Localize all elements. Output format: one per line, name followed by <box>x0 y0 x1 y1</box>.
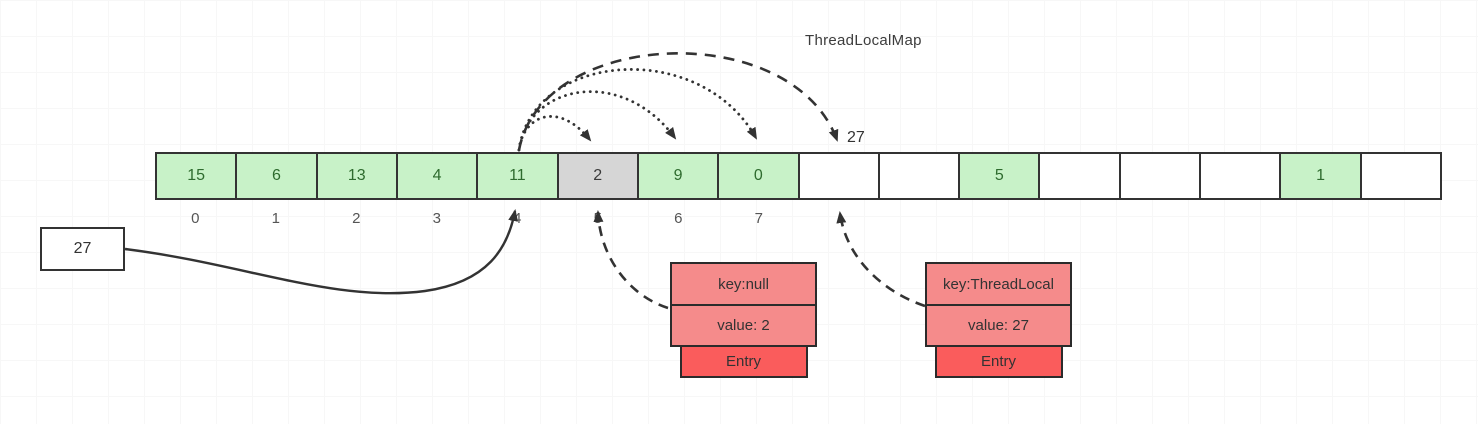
probe-arc-slot7 <box>517 68 758 152</box>
array-cell-3: 4 <box>395 152 479 200</box>
probe-target-label: 27 <box>847 129 865 146</box>
entry-null-value-row: value: 2 <box>670 304 817 347</box>
array-cell-15 <box>1359 152 1442 200</box>
index-label-5: 5 <box>593 210 602 227</box>
index-label-2: 2 <box>352 210 361 227</box>
array-cell-11 <box>1038 152 1121 200</box>
array-cell-4: 11 <box>476 152 559 200</box>
entry-null-value-label: value: 2 <box>717 317 770 334</box>
array-cell-14: 1 <box>1279 152 1362 200</box>
index-label-1: 1 <box>271 210 280 227</box>
entry-threadlocal-tag-row: Entry <box>934 345 1063 378</box>
entry-threadlocal-key-row: key:ThreadLocal <box>925 262 1072 306</box>
external-value-label: 27 <box>73 240 92 257</box>
diagram-title: ThreadLocalMap <box>805 32 922 49</box>
entry-null-key-label: key:null <box>718 275 769 293</box>
index-label-4: 4 <box>513 210 522 227</box>
array-cell-9 <box>877 152 961 200</box>
index-label-3: 3 <box>432 210 441 227</box>
probe-arc-insert-slot8 <box>517 52 839 151</box>
entry-threadlocal-pointer-arrow <box>836 211 926 308</box>
entry-null-tag-row: Entry <box>679 345 808 378</box>
entry-box-threadlocal: key:ThreadLocal value: 27 Entry <box>925 262 1072 378</box>
array-cell-13 <box>1199 152 1282 200</box>
index-label-6: 6 <box>674 210 683 227</box>
array-cell-5: 2 <box>556 152 639 200</box>
array-cell-1: 6 <box>235 152 318 200</box>
probe-arc-slot5 <box>517 115 592 152</box>
array-cell-6: 9 <box>636 152 720 200</box>
index-label-0: 0 <box>191 210 200 227</box>
entry-null-tag-label: Entry <box>725 353 761 370</box>
array-cell-10: 5 <box>958 152 1041 200</box>
array-row: 15 6 13 4 11 2 9 0 5 1 <box>155 152 1442 200</box>
array-cell-8 <box>797 152 880 200</box>
index-row: 0 1 2 3 4 5 6 7 <box>155 210 799 230</box>
probe-arc-slot6 <box>517 90 677 152</box>
array-cell-0: 15 <box>155 152 238 200</box>
entry-null-key-row: key:null <box>670 262 817 306</box>
entry-threadlocal-key-label: key:ThreadLocal <box>943 275 1054 293</box>
array-cell-7: 0 <box>717 152 800 200</box>
entry-threadlocal-value-row: value: 27 <box>925 304 1072 347</box>
entry-box-null: key:null value: 2 Entry <box>670 262 817 378</box>
external-value-box: 27 <box>40 227 125 271</box>
array-cell-12 <box>1118 152 1202 200</box>
entry-threadlocal-value-label: value: 27 <box>968 317 1029 334</box>
array-cell-2: 13 <box>315 152 398 200</box>
entry-threadlocal-tag-label: Entry <box>980 353 1016 370</box>
index-label-7: 7 <box>754 210 763 227</box>
